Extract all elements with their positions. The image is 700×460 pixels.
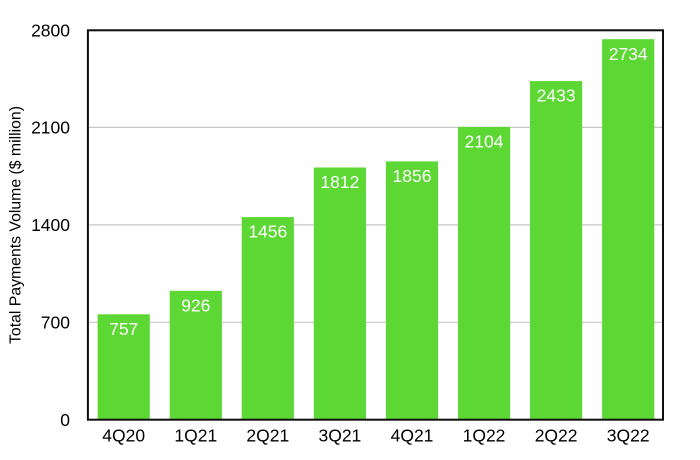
svg-text:1856: 1856 [393,166,432,186]
svg-text:1456: 1456 [248,222,287,242]
svg-text:4Q20: 4Q20 [102,426,145,446]
svg-text:0: 0 [60,410,70,430]
svg-text:2100: 2100 [31,118,70,138]
svg-text:2104: 2104 [465,132,504,152]
svg-text:2800: 2800 [31,21,70,41]
svg-text:2Q22: 2Q22 [535,426,578,446]
svg-text:3Q21: 3Q21 [318,426,361,446]
svg-text:700: 700 [41,313,70,333]
svg-text:926: 926 [181,295,210,315]
svg-text:2Q21: 2Q21 [246,426,289,446]
svg-text:2433: 2433 [537,86,576,106]
svg-text:1Q22: 1Q22 [463,426,506,446]
svg-text:1812: 1812 [320,172,359,192]
svg-text:Total Payments Volume ($ milli: Total Payments Volume ($ million) [8,106,25,344]
svg-text:2734: 2734 [609,44,648,64]
svg-text:1400: 1400 [31,215,70,235]
svg-text:1Q21: 1Q21 [174,426,217,446]
svg-text:4Q21: 4Q21 [391,426,434,446]
svg-text:3Q22: 3Q22 [607,426,650,446]
svg-text:757: 757 [109,319,138,339]
